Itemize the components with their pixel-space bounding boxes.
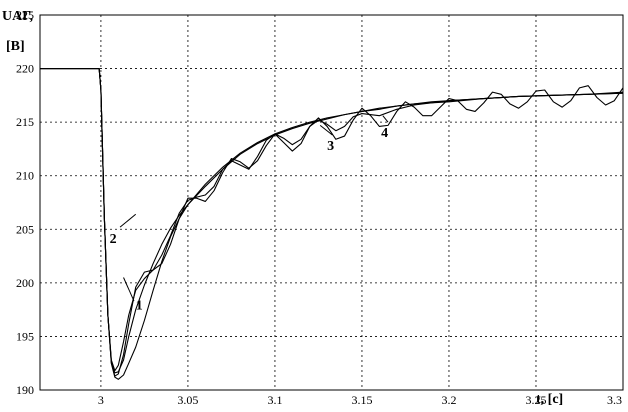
x-tick-label: 3.1 <box>267 393 282 407</box>
grid-lines <box>40 15 623 390</box>
curve-labels: 1 2 3 4 <box>110 126 388 314</box>
series-lines <box>40 68 624 380</box>
x-axis-title: t, [c] <box>536 392 563 407</box>
x-tick-label: 3.3 <box>607 393 622 407</box>
x-tick-label: 3.25 <box>525 393 546 407</box>
y-tick-label: 225 <box>16 8 34 22</box>
y-axis-title-line1: UАГ, <box>2 9 33 24</box>
y-tick-label: 205 <box>16 222 34 236</box>
series-line-1 <box>40 68 624 380</box>
curve-label-4: 4 <box>381 126 388 141</box>
y-tick-label: 190 <box>16 383 34 397</box>
y-axis-title-line2: [В] <box>6 39 25 54</box>
curve-label-3: 3 <box>327 139 334 154</box>
y-tick-label: 210 <box>16 169 34 183</box>
x-tick-label: 3.15 <box>351 393 372 407</box>
y-axis-title-main: UАГ, <box>2 9 33 24</box>
curve-label-1: 1 <box>136 299 143 314</box>
leader-line-3 <box>382 115 389 123</box>
tick-labels: 3 3.05 3.1 3.15 3.2 3.25 3.3 190 195 200 205 210 215… <box>16 8 622 407</box>
leader-line-2 <box>319 124 333 136</box>
y-tick-label: 195 <box>16 329 34 343</box>
y-tick-label: 200 <box>16 276 34 290</box>
x-tick-label: 3.2 <box>441 393 456 407</box>
curve-label-2: 2 <box>110 232 117 247</box>
x-tick-label: 3.05 <box>177 393 198 407</box>
leader-line-1 <box>119 213 137 228</box>
series-line-3 <box>40 68 624 377</box>
label-leaders <box>119 115 389 302</box>
series-line-4 <box>40 68 624 372</box>
plot-frame <box>39 14 624 391</box>
y-tick-label: 220 <box>16 62 34 76</box>
leader-line-0 <box>123 277 135 302</box>
x-tick-label: 3 <box>98 393 104 407</box>
y-tick-label: 215 <box>16 115 34 129</box>
